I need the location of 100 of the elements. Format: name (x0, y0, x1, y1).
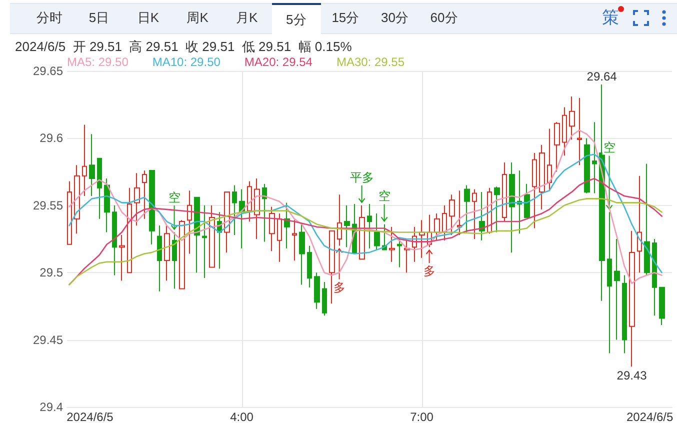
text: 30分 (381, 10, 408, 25)
candlestick (202, 204, 207, 278)
candlestick (254, 178, 260, 240)
candlestick (127, 187, 132, 274)
candlestick (299, 224, 305, 286)
candlestick (532, 152, 537, 229)
candlestick (644, 163, 650, 276)
candlestick (322, 282, 327, 316)
x-tick-label: 2024/6/5 (66, 410, 114, 423)
candlestick (659, 286, 665, 326)
annotation: 29.43 (616, 368, 648, 383)
candlestick (232, 184, 237, 236)
text: 5分 (286, 12, 306, 27)
candlestick (569, 96, 575, 140)
candlestick (487, 187, 492, 234)
text: 15分 (332, 10, 360, 25)
candlestick (562, 106, 567, 156)
candlestick (247, 180, 252, 222)
candlestick (479, 191, 485, 241)
candlestick (629, 230, 635, 368)
candlestick (134, 172, 140, 226)
candlestick (239, 188, 245, 249)
candlestick (344, 204, 350, 248)
candlestick (449, 194, 455, 236)
candlestick (472, 188, 477, 240)
y-tick-label: 29.55 (32, 198, 64, 212)
candlestick (292, 220, 297, 262)
candlestick (637, 175, 642, 274)
annotation: 空 (168, 190, 180, 204)
candlestick (412, 226, 417, 262)
candlestick (374, 212, 380, 250)
candlestick (607, 212, 612, 354)
annotation: 空 (603, 140, 616, 155)
candlestick (262, 183, 267, 242)
candlestick (584, 138, 590, 194)
text: MA10: 29.50 (152, 55, 221, 69)
candlestick (119, 234, 125, 282)
candlestick (142, 170, 147, 220)
y-tick-label: 29.65 (32, 64, 64, 78)
candlestick (179, 220, 185, 290)
candlestick (592, 122, 597, 194)
candlestick (224, 191, 230, 253)
x-tick-label: 2024/6/5 (626, 410, 674, 423)
annotation: 平多 (350, 170, 374, 184)
text: 策 (602, 8, 619, 27)
candlestick (652, 238, 657, 316)
candlestick (314, 272, 320, 310)
candlestick (284, 202, 290, 249)
candlestick (442, 204, 447, 241)
candlestick (307, 245, 312, 288)
candlestick (404, 240, 410, 274)
candlestick (74, 164, 80, 234)
candlestick (457, 190, 462, 236)
candlestick (149, 170, 155, 245)
candlestick (397, 238, 402, 268)
candlestick (419, 220, 425, 258)
annotation: 29.64 (586, 69, 618, 84)
text: 5日 (88, 10, 110, 25)
candlestick (112, 204, 117, 276)
candlestick (187, 190, 192, 254)
annotation: 多 (333, 280, 346, 294)
text: 周K (186, 10, 208, 25)
candlestick (464, 184, 470, 233)
candlestick (209, 204, 215, 268)
text: 日K (137, 10, 160, 25)
y-tick-label: 29.45 (32, 332, 64, 347)
candlestick (104, 178, 110, 233)
candlestick (554, 122, 560, 172)
candlestick (97, 158, 102, 220)
candlestick (367, 204, 372, 249)
candlestick (502, 162, 507, 222)
candlestick (539, 144, 545, 210)
candlestick (614, 238, 620, 340)
candlestick (494, 186, 500, 233)
candlestick (359, 204, 365, 260)
x-tick-label: 7:00 (410, 410, 434, 423)
candlestick (389, 226, 395, 262)
candlestick (89, 134, 95, 196)
candlestick (269, 206, 275, 252)
candlestick (509, 162, 515, 253)
y-tick-label: 29.6 (40, 131, 64, 146)
annotation: 多 (423, 264, 436, 278)
text: 月K (236, 10, 258, 25)
candlestick (277, 212, 282, 262)
text: MA20: 29.54 (244, 55, 313, 69)
candlestick (337, 194, 342, 246)
candlestick (82, 124, 87, 196)
candlestick (427, 214, 432, 248)
y-tick-label: 29.5 (40, 266, 64, 280)
text: 分时 (36, 10, 63, 25)
text: MA30: 29.55 (336, 55, 405, 69)
annotation: 空 (378, 189, 390, 204)
candlestick (157, 225, 162, 292)
candlestick (164, 225, 170, 282)
candlestick (524, 183, 530, 218)
text: MA5: 29.50 (67, 55, 129, 69)
chart-subtitle: 2024/6/5 开 29.51 高 29.51 收 29.51 低 29.51 幅 0.15% (15, 39, 352, 54)
candlestick (577, 97, 582, 166)
text: 60分 (430, 10, 458, 25)
candlestick (547, 128, 552, 192)
